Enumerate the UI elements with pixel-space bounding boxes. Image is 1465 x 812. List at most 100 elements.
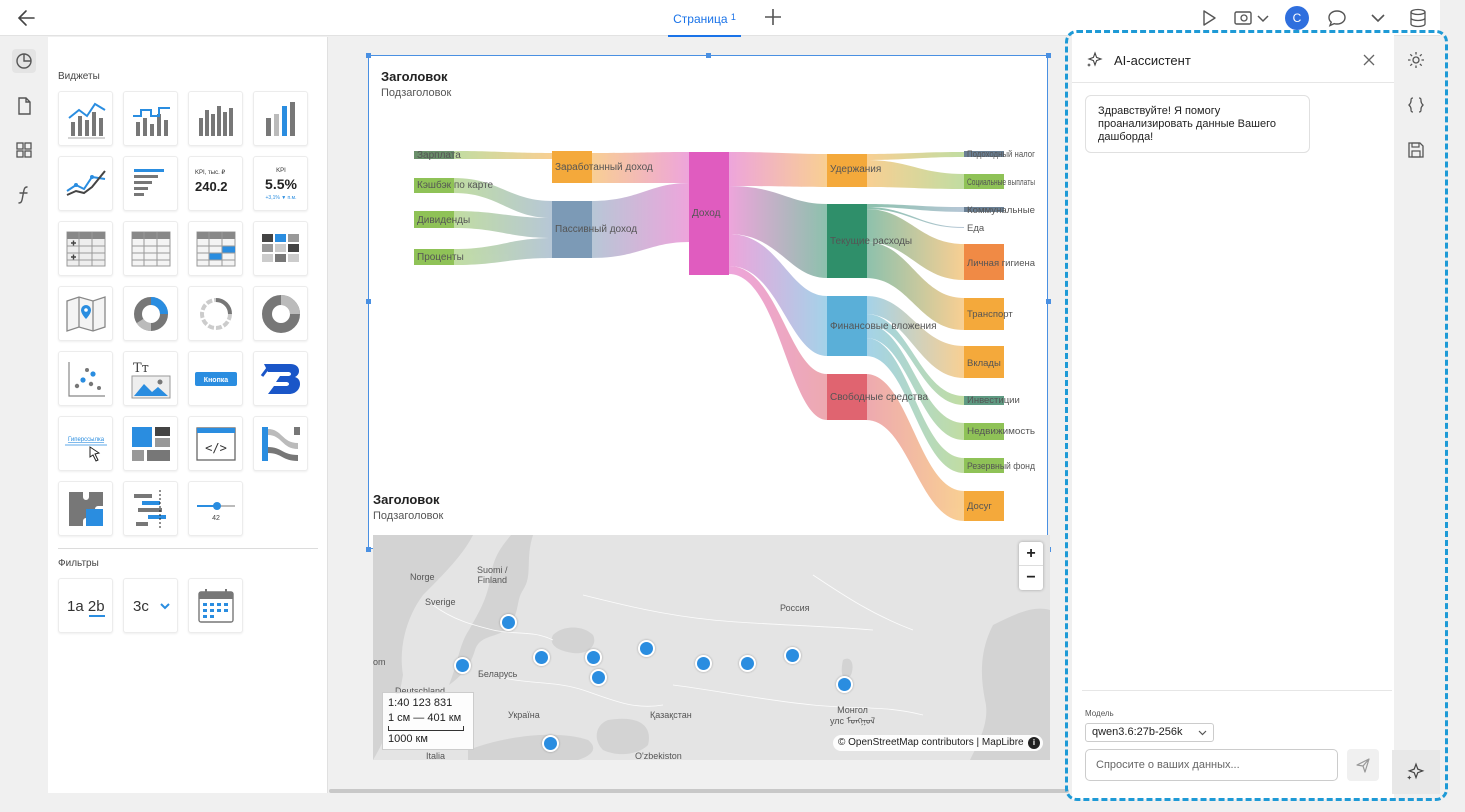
- back-arrow-icon[interactable]: [14, 6, 40, 30]
- ai-assistant-toggle[interactable]: [1392, 750, 1440, 794]
- widget-bar-line-combo[interactable]: [58, 91, 113, 146]
- widget-gantt[interactable]: [123, 481, 178, 536]
- label-social: Социальные выплаты: [967, 177, 1035, 188]
- chevron-down-icon[interactable]: [1367, 7, 1389, 29]
- resize-handle[interactable]: [366, 53, 371, 58]
- button-tile-label: Кнопка: [203, 377, 228, 384]
- chat-input[interactable]: [1085, 749, 1338, 781]
- widget-slider[interactable]: 42: [188, 481, 243, 536]
- sankey-widget[interactable]: Заголовок Подзаголовок: [366, 53, 1051, 552]
- map-point[interactable]: [784, 647, 801, 664]
- map-point[interactable]: [836, 676, 853, 693]
- left-rail: [0, 37, 48, 812]
- widget-html-embed[interactable]: </>: [188, 416, 243, 471]
- widget-kpi-percent[interactable]: KPI 5.5% +3,1% ▼ п.м.: [253, 156, 308, 211]
- code-braces-icon[interactable]: [1406, 95, 1426, 115]
- attribution-text[interactable]: © OpenStreetMap contributors | MapLibre: [838, 737, 1024, 748]
- filter-date-calendar[interactable]: [188, 578, 243, 633]
- widget-pivot-table[interactable]: [58, 221, 113, 276]
- resize-handle[interactable]: [706, 53, 711, 58]
- chevron-down-icon: [1198, 730, 1207, 736]
- widget-table[interactable]: [123, 221, 178, 276]
- tab-page-1[interactable]: Страница 1: [668, 0, 741, 37]
- grid-icon[interactable]: [12, 138, 36, 162]
- document-icon[interactable]: [12, 94, 36, 118]
- zoom-in-button[interactable]: +: [1019, 542, 1043, 566]
- widget-map[interactable]: [58, 286, 113, 341]
- filter-text-list[interactable]: 1a 2b: [58, 578, 113, 633]
- model-select[interactable]: qwen3.6:27b-256k: [1085, 723, 1214, 742]
- node-income: [689, 152, 729, 275]
- widget-kpi[interactable]: KPI, тыс. ₽ 240.2: [188, 156, 243, 211]
- map-point[interactable]: [590, 669, 607, 686]
- play-icon[interactable]: [1197, 7, 1219, 29]
- save-icon[interactable]: [1406, 140, 1426, 160]
- map-point[interactable]: [695, 655, 712, 672]
- node-salary: [414, 151, 454, 159]
- scale-bar: [388, 726, 464, 731]
- comment-icon[interactable]: [1326, 7, 1348, 29]
- node-interest: [414, 249, 454, 265]
- label-interest: Проценты: [417, 252, 464, 263]
- ai-assistant-panel: AI-ассистент Здравствуйте! Я помогу проа…: [1072, 33, 1394, 799]
- zoom-out-button[interactable]: −: [1026, 569, 1036, 586]
- widget-layout-blocks[interactable]: [123, 416, 178, 471]
- node-realty: [964, 423, 1004, 440]
- filter-dropdown-label: 3c: [133, 598, 149, 615]
- widget-line-chart[interactable]: [58, 156, 113, 211]
- map-point[interactable]: [585, 649, 602, 666]
- map-point[interactable]: [739, 655, 756, 672]
- widget-bar-chart[interactable]: [188, 91, 243, 146]
- map-point[interactable]: [542, 735, 559, 752]
- slider-tile-value: 42: [212, 515, 220, 522]
- gear-icon[interactable]: [1406, 50, 1426, 70]
- map-point[interactable]: [500, 614, 517, 631]
- widget-heatmap[interactable]: [253, 221, 308, 276]
- widget-sankey[interactable]: [253, 416, 308, 471]
- info-icon[interactable]: i: [1028, 737, 1040, 749]
- database-icon[interactable]: [1407, 7, 1429, 29]
- right-rail: [1396, 37, 1440, 797]
- map-point[interactable]: [454, 657, 471, 674]
- widget-step-bar[interactable]: [123, 91, 178, 146]
- widget-text-image[interactable]: Tт: [123, 351, 178, 406]
- widget-scatter-plot[interactable]: [58, 351, 113, 406]
- tab-label: Страница: [673, 12, 728, 26]
- widget-button[interactable]: Кнопка: [188, 351, 243, 406]
- widgets-section-title: Виджеты: [58, 71, 100, 82]
- widget-highlight-bar[interactable]: [253, 91, 308, 146]
- resize-handle[interactable]: [366, 547, 371, 552]
- resize-handle[interactable]: [1046, 299, 1051, 304]
- user-avatar[interactable]: С: [1285, 6, 1309, 30]
- widget-logo[interactable]: [253, 351, 308, 406]
- filter-dropdown[interactable]: 3c: [123, 578, 178, 633]
- node-utilities: [964, 207, 1004, 212]
- widget-conditional-table[interactable]: [188, 221, 243, 276]
- widgets-pie-icon[interactable]: [12, 49, 36, 73]
- kpi-pct-delta: +3,1% ▼ п.м.: [265, 195, 296, 201]
- label-deposits: Вклады: [967, 358, 1001, 369]
- widget-plugin[interactable]: [58, 481, 113, 536]
- horizontal-scrollbar[interactable]: [329, 789, 1069, 793]
- widget-pie-chart[interactable]: [253, 286, 308, 341]
- map-point[interactable]: [533, 649, 550, 666]
- widget-ring-chart[interactable]: [188, 286, 243, 341]
- resize-handle[interactable]: [1046, 53, 1051, 58]
- map-label-italia: Italia: [426, 751, 446, 760]
- widget-horizontal-bar[interactable]: [123, 156, 178, 211]
- widget-hyperlink[interactable]: Гиперссылка: [58, 416, 113, 471]
- map-widget[interactable]: Norge Suomi / Finland Sverige Россия Бел…: [373, 535, 1050, 760]
- send-button[interactable]: [1347, 749, 1379, 781]
- node-transport: [964, 298, 1004, 330]
- sankey-subtitle: Подзаголовок: [381, 87, 452, 99]
- scale-cm: 1 см — 401 км: [388, 712, 462, 724]
- resize-handle[interactable]: [366, 299, 371, 304]
- model-label: Модель: [1085, 709, 1114, 718]
- close-icon[interactable]: [1362, 53, 1376, 67]
- function-icon[interactable]: [12, 183, 36, 207]
- widget-donut-chart[interactable]: [123, 286, 178, 341]
- node-expenses: [827, 204, 867, 278]
- preview-dropdown-icon[interactable]: [1233, 7, 1271, 29]
- map-point[interactable]: [638, 640, 655, 657]
- add-page-icon[interactable]: [763, 7, 783, 27]
